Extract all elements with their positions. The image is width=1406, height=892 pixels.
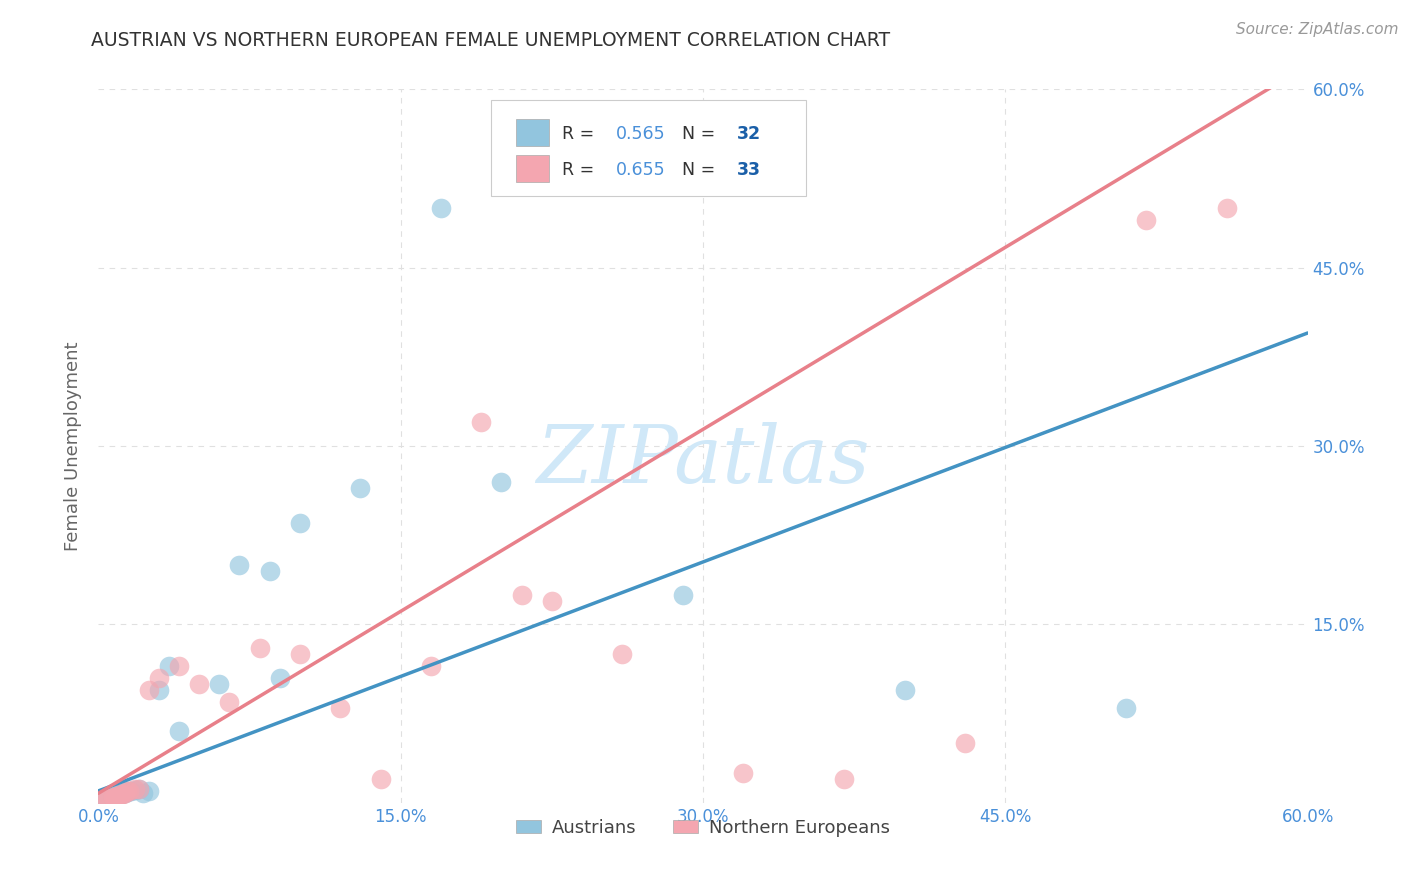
Text: N =: N = (682, 125, 721, 143)
Point (188, 677, 211, 691)
Point (288, 516, 311, 531)
Point (118, 784, 141, 798)
Point (349, 481, 371, 495)
Text: ZIPatlas: ZIPatlas (536, 422, 870, 499)
Point (111, 788, 134, 802)
Point (124, 781, 146, 796)
Point (128, 781, 150, 796)
Text: AUSTRIAN VS NORTHERN EUROPEAN FEMALE UNEMPLOYMENT CORRELATION CHART: AUSTRIAN VS NORTHERN EUROPEAN FEMALE UNE… (91, 31, 890, 50)
Point (124, 782, 146, 797)
Point (1135, 213, 1157, 227)
Point (128, 781, 150, 796)
Point (148, 682, 170, 697)
Point (97, 791, 120, 805)
Text: 33: 33 (737, 161, 761, 178)
Point (118, 784, 141, 798)
Point (832, 772, 855, 786)
Point (672, 588, 695, 602)
Point (103, 789, 125, 804)
Point (96, 791, 118, 805)
Point (138, 682, 160, 697)
Point (138, 784, 160, 798)
FancyBboxPatch shape (516, 120, 550, 146)
Y-axis label: Female Unemployment: Female Unemployment (63, 342, 82, 550)
Point (1115, 700, 1137, 714)
Point (114, 786, 136, 800)
Point (259, 564, 281, 578)
Text: 0.565: 0.565 (616, 125, 665, 143)
Point (370, 772, 392, 786)
Point (120, 784, 142, 798)
Point (110, 788, 132, 802)
Text: Source: ZipAtlas.com: Source: ZipAtlas.com (1236, 22, 1399, 37)
Point (329, 700, 352, 714)
Point (101, 789, 124, 804)
Legend: Austrians, Northern Europeans: Austrians, Northern Europeans (509, 812, 897, 844)
Point (953, 736, 976, 750)
Point (430, 201, 453, 215)
Point (114, 786, 136, 800)
Point (96, 791, 118, 805)
Point (167, 724, 190, 739)
Point (893, 682, 915, 697)
Point (733, 766, 755, 780)
Point (115, 785, 138, 799)
Point (470, 415, 492, 429)
Point (101, 789, 124, 804)
Point (228, 558, 250, 572)
Point (105, 789, 128, 803)
Point (612, 647, 634, 661)
Point (115, 784, 138, 798)
Point (249, 641, 271, 656)
Point (111, 786, 134, 800)
Point (110, 788, 132, 802)
Point (107, 788, 129, 802)
Point (167, 659, 190, 673)
Point (105, 789, 128, 803)
Point (91, 792, 114, 806)
Point (157, 659, 180, 673)
Point (100, 789, 122, 804)
Point (218, 695, 240, 709)
Text: R =: R = (561, 161, 599, 178)
Point (132, 786, 155, 800)
Point (540, 593, 562, 607)
Point (97, 791, 120, 805)
Point (148, 671, 170, 685)
Point (107, 789, 129, 803)
Point (269, 671, 291, 685)
Text: 0.655: 0.655 (616, 161, 665, 178)
Text: N =: N = (682, 161, 721, 178)
Text: 32: 32 (737, 125, 761, 143)
Point (103, 789, 125, 804)
Point (91, 792, 114, 806)
Point (491, 475, 513, 489)
Point (420, 659, 443, 673)
Point (208, 677, 231, 691)
FancyBboxPatch shape (492, 100, 806, 196)
FancyBboxPatch shape (516, 155, 550, 182)
Point (288, 647, 311, 661)
Point (1216, 201, 1239, 215)
Text: R =: R = (561, 125, 599, 143)
Point (510, 588, 533, 602)
